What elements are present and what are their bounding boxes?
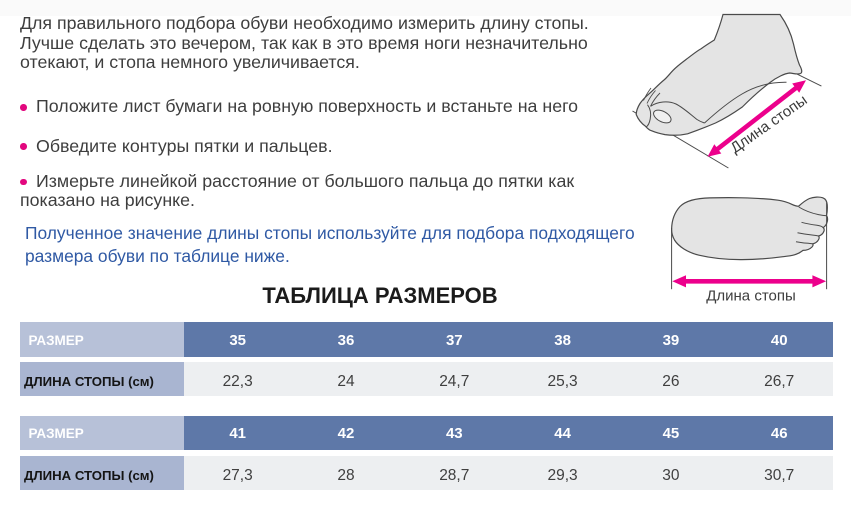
svg-text:Длина стопы: Длина стопы — [706, 288, 796, 305]
